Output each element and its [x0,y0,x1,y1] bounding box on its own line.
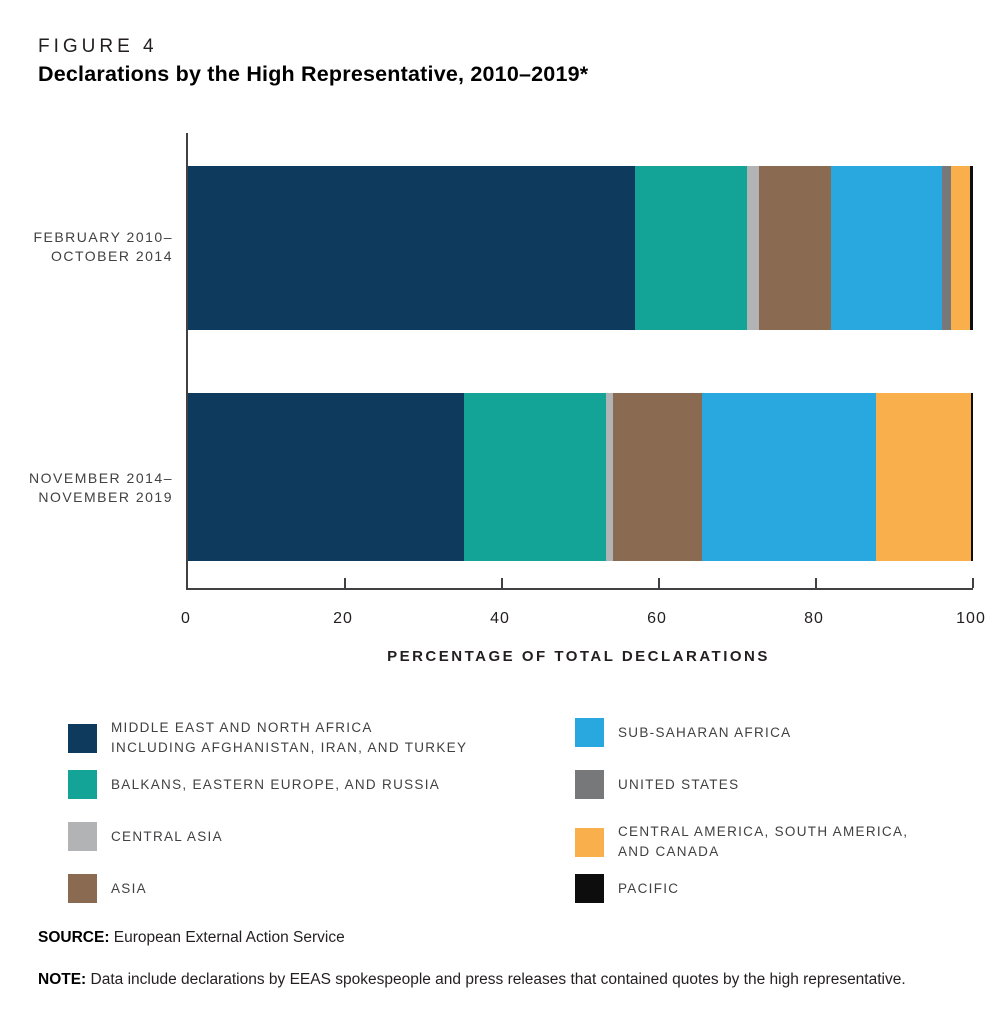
chart-title: Declarations by the High Representative,… [38,62,589,86]
legend-item: SUB-SAHARAN AFRICA [575,718,975,747]
bar-label-line: NOVEMBER 2014– [29,470,173,486]
note-line: NOTE: Data include declarations by EEAS … [38,971,906,989]
bar-segment [941,166,951,330]
legend-swatch [68,874,97,903]
stacked-bar-feb2010-oct2014 [188,166,973,330]
legend-column-right: SUB-SAHARAN AFRICA UNITED STATES CENTRAL A… [575,718,975,926]
bar-segment [876,393,971,561]
figure-label: FIGURE 4 [38,36,158,57]
legend-label: BALKANS, EASTERN EUROPE, AND RUSSIA [111,776,441,792]
bar-label-line: NOVEMBER 2019 [38,489,173,505]
bar-segment [970,393,973,561]
x-axis-tick-label: 80 [804,610,824,627]
legend-label: UNITED STATES [618,776,740,792]
legend-item: MIDDLE EAST AND NORTH AFRICA INCLUDING AF… [68,718,538,758]
note-label: NOTE: [38,971,87,988]
legend-item: CENTRAL ASIA [68,822,538,851]
bar-segment [758,166,831,330]
x-axis-tick-label: 100 [956,610,986,627]
legend-label: ASIA [111,880,147,896]
legend-label: CENTRAL ASIA [111,828,223,844]
source-line: SOURCE: European External Action Service [38,929,345,947]
bar-label-line: OCTOBER 2014 [50,248,173,264]
legend-item: CENTRAL AMERICA, SOUTH AMERICA, AND CANAD… [575,822,975,862]
bar-label-nov2014-nov2019: NOVEMBER 2014– NOVEMBER 2019 [0,469,173,507]
legend-item: ASIA [68,874,538,903]
bar-segment [635,166,747,330]
bar-segment [188,393,465,561]
bar-segment [950,166,970,330]
legend-item: BALKANS, EASTERN EUROPE, AND RUSSIA [68,770,538,799]
note-text: Data include declarations by EEAS spokes… [90,971,906,988]
legend-swatch [68,770,97,799]
bar-label-line: FEBRUARY 2010– [33,229,173,245]
x-axis-tick-label: 20 [333,610,353,627]
x-axis-title: PERCENTAGE OF TOTAL DECLARATIONS [387,648,770,665]
x-axis-tick [501,578,503,588]
x-axis-tick [972,578,974,588]
legend-swatch [575,718,604,747]
legend-label: SUB-SAHARAN AFRICA [618,724,792,740]
bar-segment [702,393,877,561]
legend-swatch [575,770,604,799]
legend-label: PACIFIC [618,880,680,896]
bar-segment [746,166,759,330]
x-axis-tick-label: 0 [181,610,191,627]
source-text: European External Action Service [113,929,345,946]
bar-segment [188,166,636,330]
legend-column-left: MIDDLE EAST AND NORTH AFRICA INCLUDING AF… [68,718,538,926]
bar-segment [464,393,606,561]
legend-label: CENTRAL AMERICA, SOUTH AMERICA, AND CANAD… [618,824,909,859]
legend-swatch [575,827,604,857]
x-axis-tick [344,578,346,588]
legend-item: UNITED STATES [575,770,975,799]
bar-segment [612,393,703,561]
legend-swatch [575,874,604,903]
bar-label-feb2010-oct2014: FEBRUARY 2010– OCTOBER 2014 [0,228,173,266]
x-axis-tick [658,578,660,588]
stacked-bar-nov2014-nov2019 [188,393,973,561]
legend-swatch [68,723,97,753]
bar-segment [605,393,613,561]
legend-swatch [68,822,97,851]
x-axis-tick-label: 40 [490,610,510,627]
source-label: SOURCE: [38,929,110,946]
bar-segment [969,166,973,330]
plot-area [186,133,974,590]
x-axis-tick-label: 60 [647,610,667,627]
x-axis-tick [815,578,817,588]
legend-label: MIDDLE EAST AND NORTH AFRICA INCLUDING AF… [111,720,468,755]
bar-segment [830,166,942,330]
legend-item: PACIFIC [575,874,975,903]
